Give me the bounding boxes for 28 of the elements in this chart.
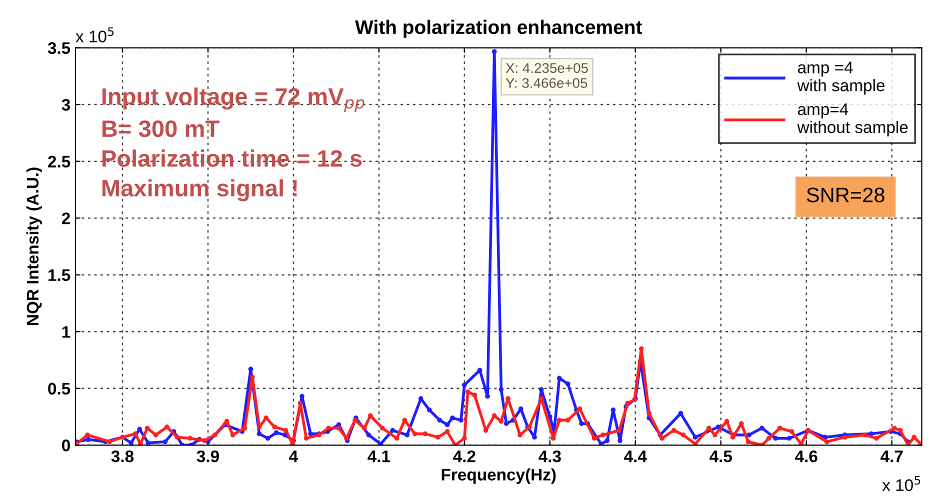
text: Input voltage = 72 mV$_{pp}$ B= 300 mT Polarization time = 12 s Maximum signal ! [102, 88, 364, 202]
x-tick-label: 3.9 [196, 450, 219, 462]
y-tick-label: 3 [62, 98, 70, 111]
y-tick-label: 0.5 [48, 382, 70, 395]
x-tick-label: 3.8 [111, 450, 134, 462]
chart-title: With polarization enhancement [355, 20, 642, 38]
y-tick-label: 3.5 [48, 42, 70, 54]
x-tick-label: 4.5 [710, 450, 732, 462]
x-tick-label: 4.4 [624, 450, 647, 462]
y-tick-label: 2.5 [48, 156, 70, 168]
legend-label: amp =4 with sample [797, 62, 885, 95]
text: x 10$^{5}$ [76, 27, 114, 42]
x-tick-label: 4.2 [453, 450, 476, 462]
x-tick-label: 4.1 [368, 450, 390, 462]
x-tick-label: 4.6 [795, 450, 818, 462]
x-axis-title: Frequency(Hz) [442, 468, 556, 484]
annotation: SNR=28 [806, 188, 884, 202]
text: x 10$^{5}$ [882, 476, 920, 492]
y-tick-label: 1 [62, 326, 70, 338]
x-tick-label: 4 [289, 450, 298, 462]
y-axis-title: NQR Intensity (A.U.) [26, 168, 42, 325]
legend-label: amp=4 without sample [797, 104, 908, 136]
y-tick-label: 2 [62, 212, 70, 224]
y-tick-label: 0 [62, 440, 70, 452]
x-tick-label: 4.7 [880, 450, 903, 462]
y-tick-label: 1.5 [48, 269, 70, 282]
x-tick-label: 4.3 [538, 450, 561, 462]
annotation: X: 4.235e+05 Y: 3.466e+05 [506, 63, 588, 88]
